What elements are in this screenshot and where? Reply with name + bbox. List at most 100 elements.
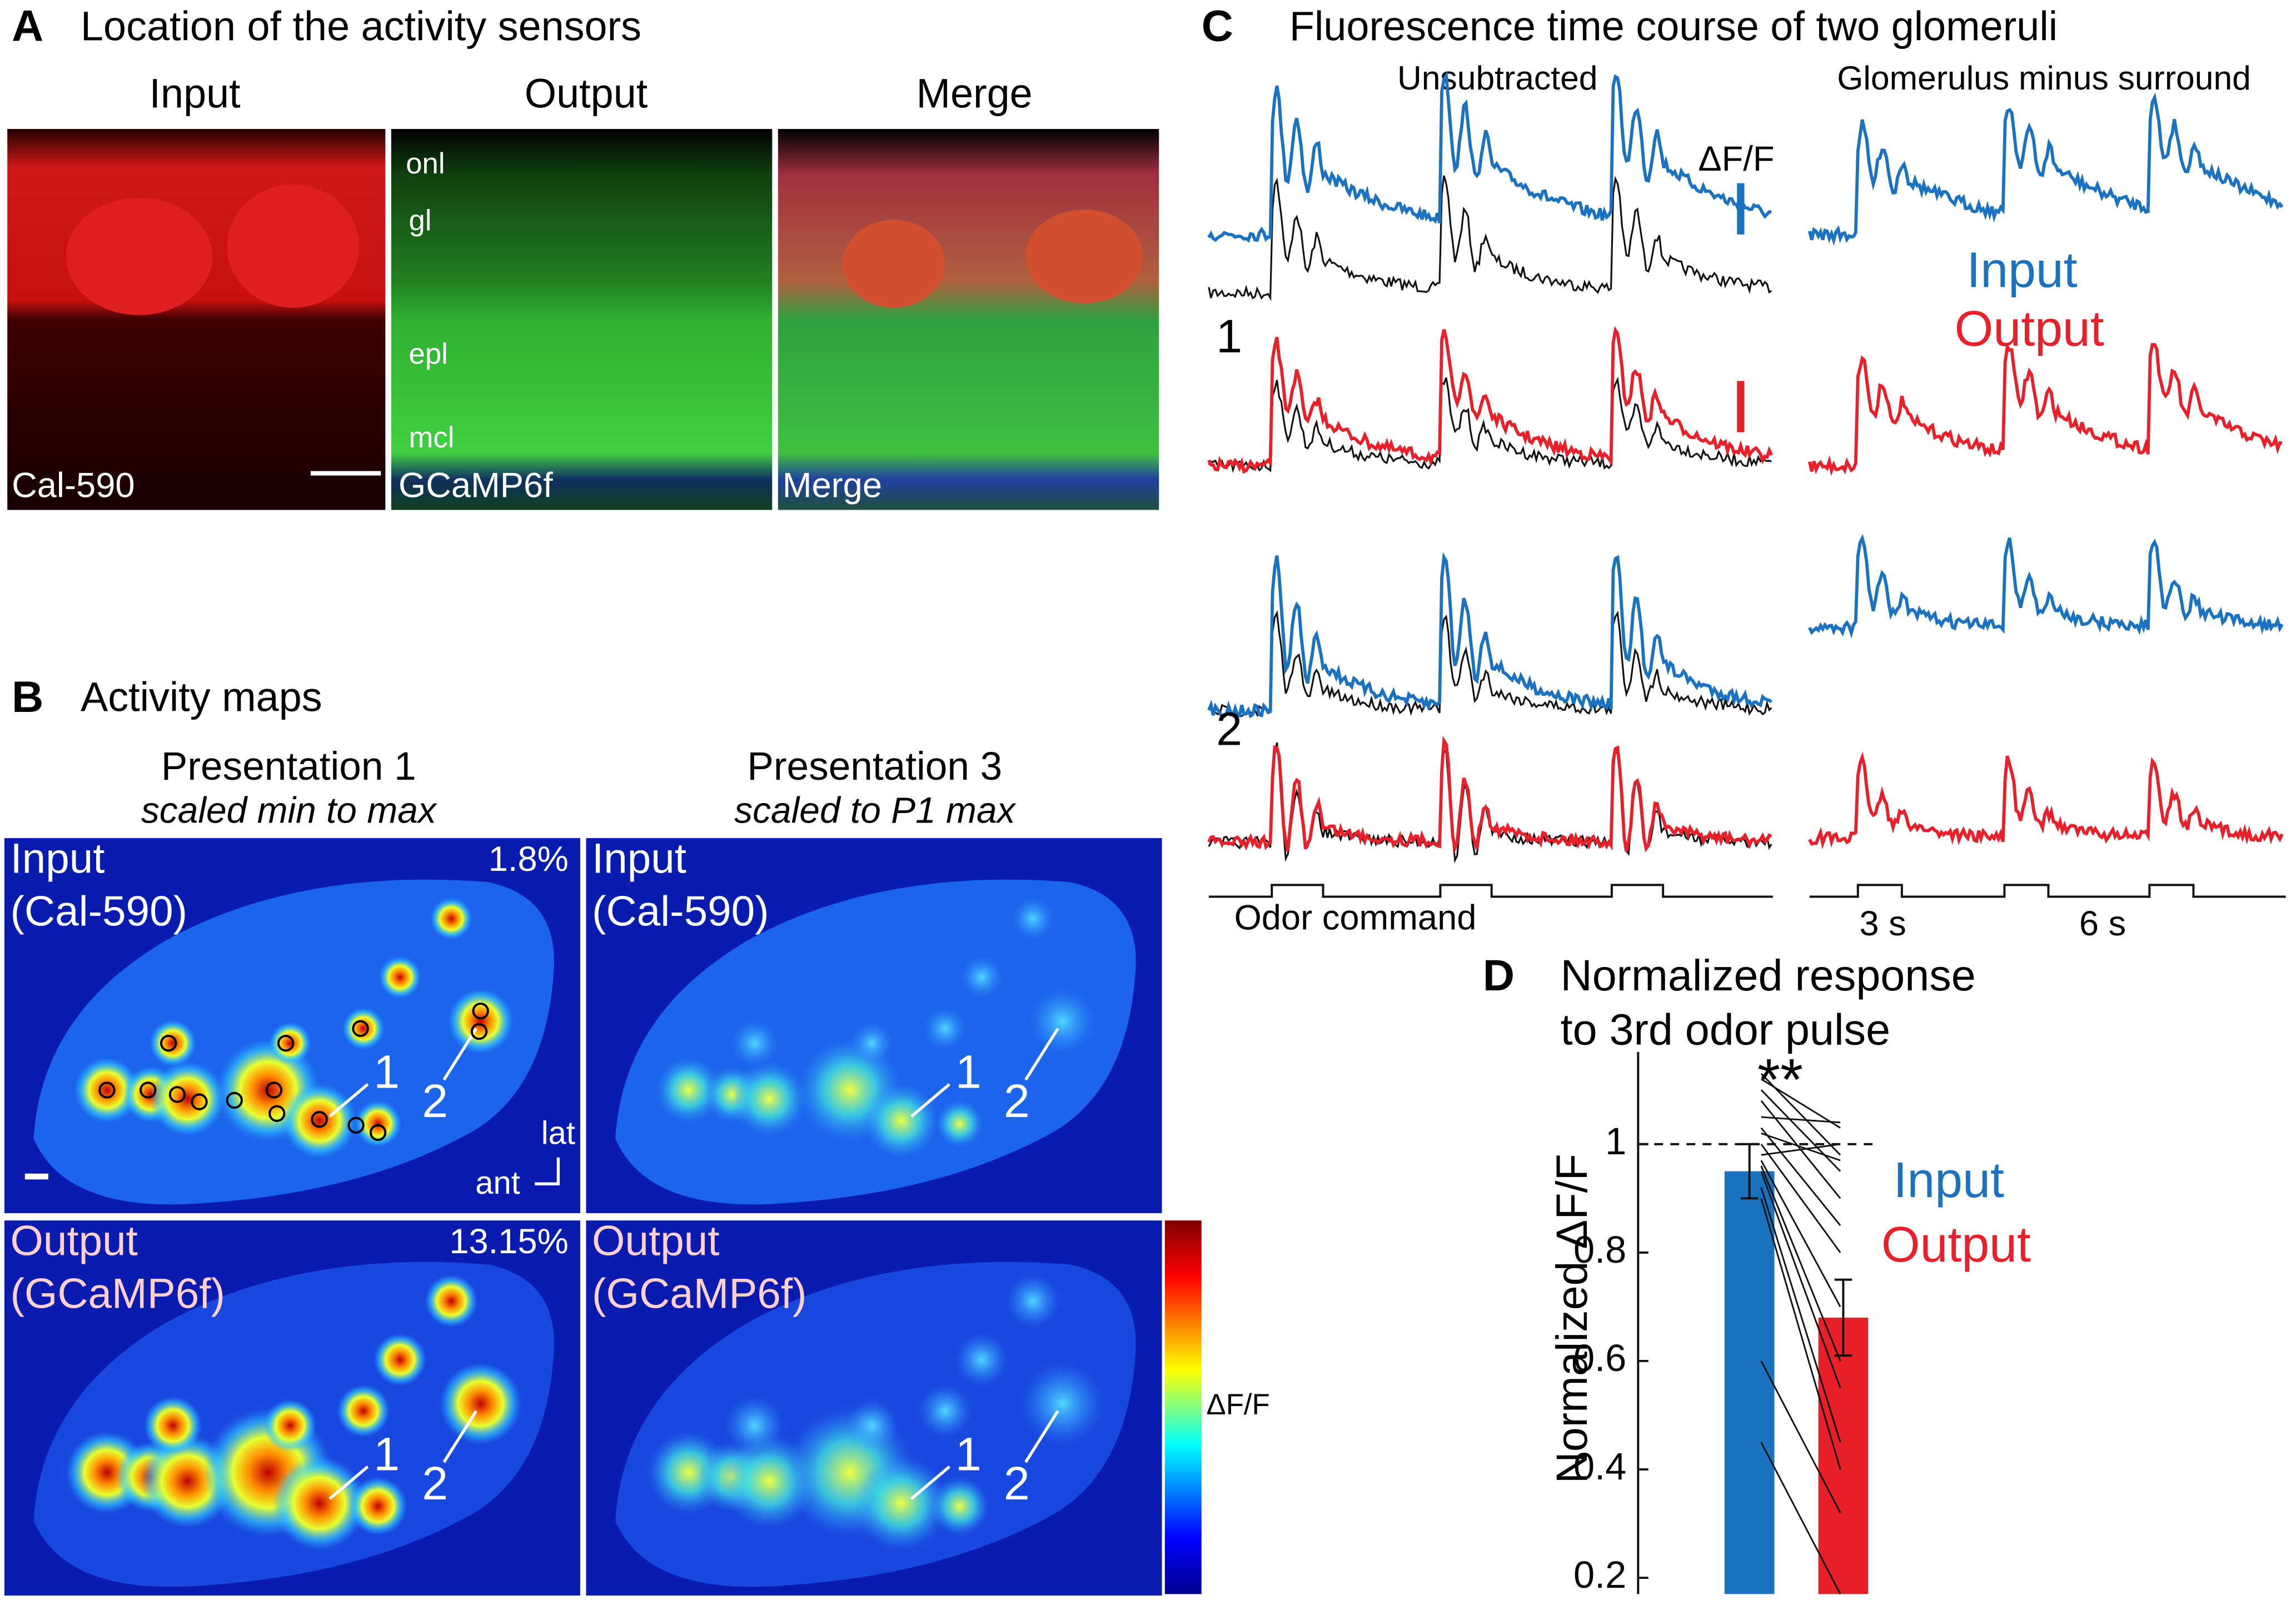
roi-marker <box>277 1034 295 1052</box>
glomerulus <box>842 220 945 308</box>
map-blob <box>272 1456 367 1551</box>
arrow <box>1024 1028 1059 1081</box>
glomerulus-label: 1 <box>373 1428 400 1480</box>
map-blob <box>960 956 1003 999</box>
stimulus-trace <box>1208 884 1773 898</box>
arrow <box>442 1028 478 1081</box>
map: Output (GCaMP6f) 12 <box>586 1217 1162 1596</box>
map-blob <box>1012 898 1054 940</box>
paired-line <box>1761 1078 1841 1129</box>
map-blob <box>850 1022 893 1065</box>
micrograph <box>7 129 386 510</box>
roi-marker <box>226 1091 243 1109</box>
scale-label: ΔF/F <box>1698 139 1774 178</box>
legend-label: Input <box>1894 1152 2004 1208</box>
arrow <box>910 1465 950 1501</box>
stimulus-label: Odor command <box>1234 898 1477 937</box>
column-subtitle: scaled to P1 max <box>734 790 1016 831</box>
y-tick-label: 0.8 <box>1573 1228 1626 1271</box>
trace <box>1207 552 1773 719</box>
arrow <box>442 1410 478 1463</box>
glomerulus <box>227 185 359 308</box>
map-blob <box>863 1083 939 1159</box>
row-label: (GCaMP6f) <box>10 1270 225 1317</box>
glomerulus-label: 2 <box>1004 1457 1030 1509</box>
y-tick-label: 0.2 <box>1573 1553 1626 1596</box>
map-blob <box>936 1100 983 1148</box>
paired-line <box>1760 1171 1841 1389</box>
trace <box>1807 92 2284 246</box>
map-blob <box>725 1396 784 1455</box>
map-blob <box>149 1019 197 1067</box>
column-subtitle: scaled min to max <box>141 790 437 831</box>
glomerulus <box>66 198 213 315</box>
map-blob <box>425 1274 478 1328</box>
glomerulus-label: 1 <box>955 1045 982 1098</box>
trace <box>1208 610 1772 717</box>
map-blob <box>430 898 472 940</box>
bar <box>1818 1317 1869 1594</box>
column-title: Unsubtracted <box>1397 59 1598 97</box>
layer-label: gl <box>409 205 432 237</box>
paired-line <box>1761 1132 1841 1162</box>
arrow <box>328 1083 369 1118</box>
image-label: GCaMP6f <box>399 466 553 505</box>
row-label: Input <box>10 835 104 882</box>
map-blob <box>854 1456 948 1551</box>
image-label: Merge <box>783 466 882 505</box>
trace <box>1808 751 2284 850</box>
bar-chart: D Normalized response to 3rd odor pulse Nor… <box>1483 950 2031 1596</box>
paired-line <box>1760 1360 1841 1513</box>
map-blob <box>924 1007 967 1050</box>
panel-letter: A <box>12 1 43 51</box>
y-tick-label: 0.4 <box>1573 1445 1626 1488</box>
trace <box>1808 534 2284 639</box>
map-blob <box>373 1333 427 1386</box>
map-blob <box>354 1100 402 1148</box>
row-label: Input <box>592 835 686 882</box>
panel-title: Location of the activity sensors <box>81 3 641 49</box>
panel-letter: D <box>1483 950 1515 1000</box>
glomerulus-label: 1 <box>1216 310 1242 362</box>
roi-marker <box>160 1034 177 1052</box>
roi-marker <box>168 1086 186 1103</box>
paired-line <box>1761 1143 1841 1156</box>
map-blob <box>447 988 514 1054</box>
panel-title: Fluorescence time course of two glomerul… <box>1289 3 2058 49</box>
map-blob <box>731 1019 778 1067</box>
chart-title: Normalized response <box>1561 950 1976 1000</box>
layer-label: epl <box>409 338 448 371</box>
roi-marker <box>311 1111 328 1128</box>
paired-line <box>1760 1187 1841 1443</box>
map-blob <box>282 1083 357 1159</box>
map-max: 13.15% <box>449 1222 569 1261</box>
roi-marker <box>268 1105 286 1122</box>
map-blob <box>845 1399 899 1452</box>
glomerulus <box>1025 210 1143 303</box>
time-label: 6 s <box>2079 904 2126 943</box>
map-blob <box>1029 988 1095 1054</box>
map-blob <box>955 1333 1008 1386</box>
paired-line <box>1760 1165 1841 1362</box>
paired-line <box>1760 1089 1841 1172</box>
roi-marker <box>470 1023 488 1040</box>
map-blob <box>348 1477 407 1536</box>
map-blob <box>74 1057 140 1123</box>
activity-maps: Input(Cal-590)1.8%12latantInput(Cal-590)… <box>4 835 1162 1596</box>
trace <box>1208 376 1772 473</box>
paired-line <box>1760 1198 1841 1470</box>
map-blob <box>930 1477 989 1536</box>
panel-letter: C <box>1202 1 1233 51</box>
roi-marker <box>352 1020 369 1037</box>
roi-marker <box>191 1093 208 1110</box>
column-title: Input <box>150 71 241 117</box>
paired-line <box>1760 1160 1841 1308</box>
legend-label: Input <box>1966 242 2077 298</box>
row-label: Output <box>10 1217 137 1264</box>
row-label: (GCaMP6f) <box>592 1270 806 1317</box>
roi-marker <box>472 1002 489 1020</box>
column-title: Presentation 3 <box>747 745 1002 789</box>
map-blob <box>1007 1274 1060 1328</box>
